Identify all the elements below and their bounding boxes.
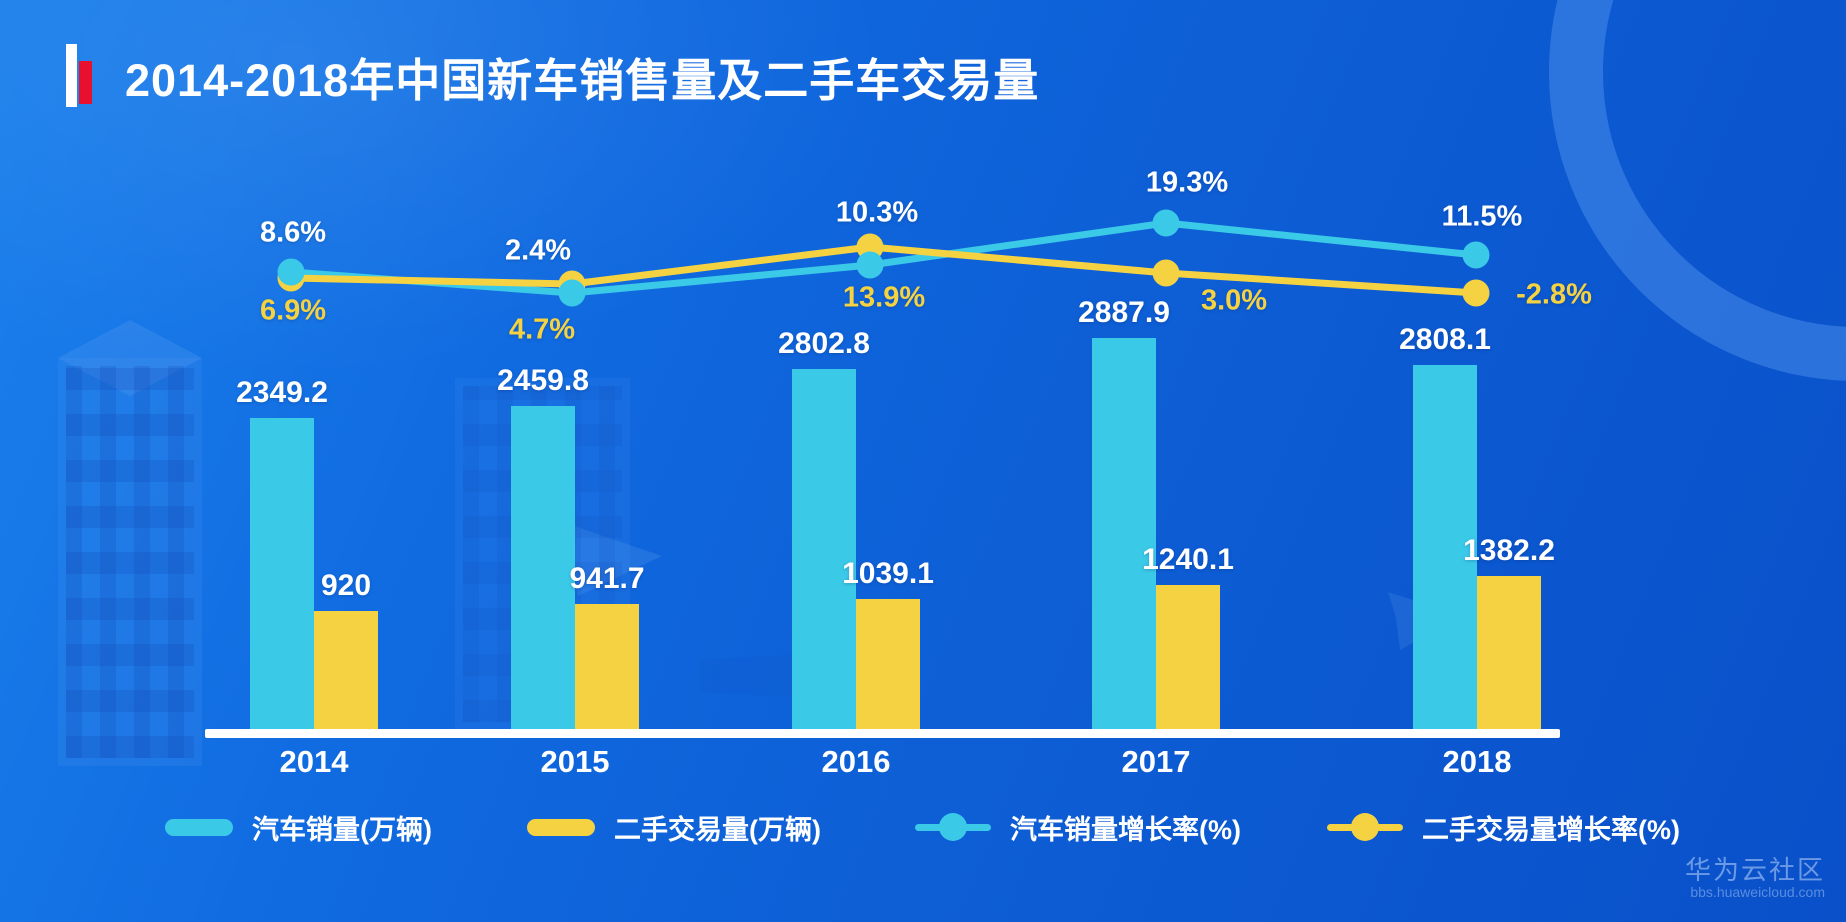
growth-label-bottom: -2.8% [1516, 278, 1592, 311]
car-sales-bar[interactable] [1092, 338, 1156, 729]
legend-dot-icon [939, 813, 967, 841]
ring-decoration [1549, 0, 1846, 381]
legend-label: 二手交易量(万辆) [614, 814, 821, 845]
car-sales-bar-value-label: 2808.1 [1399, 323, 1491, 356]
legend-label: 汽车销量增长率(%) [1010, 814, 1241, 845]
used-car-bar[interactable] [1477, 576, 1541, 729]
title-accent-white-bar [66, 44, 77, 107]
watermark: 华为云社区 bbs.huaweicloud.com [1685, 856, 1825, 900]
legend-label: 汽车销量(万辆) [252, 814, 432, 845]
used-car-growth-dot[interactable] [1462, 279, 1490, 307]
car-sales-bar[interactable] [1413, 365, 1477, 729]
x-axis-tick-2016: 2016 [821, 744, 891, 779]
growth-label-top: 10.3% [835, 196, 919, 229]
legend-item-0[interactable]: 汽车销量(万辆) [165, 806, 432, 848]
used-car-bar-value-label: 1382.2 [1463, 534, 1555, 567]
used-car-bar-value-label: 941.7 [569, 562, 645, 595]
x-axis-tick-2018: 2018 [1442, 744, 1512, 779]
car-sales-bar[interactable] [250, 418, 314, 729]
used-car-bar[interactable] [856, 599, 920, 729]
used-car-bar[interactable] [575, 604, 639, 729]
legend-dot-icon [1351, 813, 1379, 841]
legend-bar-swatch-icon [165, 818, 233, 836]
growth-label-top: 8.6% [259, 216, 327, 249]
growth-label-bottom: 4.7% [508, 313, 576, 346]
used-car-bar-value-label: 1240.1 [1142, 543, 1234, 576]
legend-bar-swatch-icon [527, 818, 595, 836]
car-sales-growth-dot[interactable] [1462, 241, 1490, 269]
legend-line-swatch-icon [1327, 813, 1403, 841]
legend-label: 二手交易量增长率(%) [1422, 814, 1680, 845]
car-sales-growth-dot[interactable] [1152, 209, 1180, 237]
car-sales-bar-value-label: 2349.2 [236, 376, 328, 409]
car-sales-growth-dot[interactable] [277, 258, 305, 286]
x-axis-tick-2014: 2014 [279, 744, 349, 779]
chart-legend: 汽车销量(万辆) 二手交易量(万辆) 汽车销量增长率(%) 二手交易量增长率(%) [0, 806, 1846, 848]
used-car-bar[interactable] [314, 611, 378, 729]
page-title: 2014-2018年中国新车销售量及二手车交易量 [125, 55, 1040, 106]
building-illustration-left [58, 358, 202, 766]
x-axis-tick-2015: 2015 [540, 744, 610, 779]
growth-label-top: 19.3% [1145, 166, 1229, 199]
legend-item-1[interactable]: 二手交易量(万辆) [527, 806, 821, 848]
car-sales-growth-dot[interactable] [558, 279, 586, 307]
used-car-bar[interactable] [1156, 585, 1220, 729]
legend-item-3[interactable]: 二手交易量增长率(%) [1327, 806, 1680, 848]
x-axis-line [205, 729, 1560, 738]
watermark-brand: 华为云社区 [1684, 855, 1825, 885]
title-accent-red-bar [79, 61, 92, 104]
car-sales-bar-value-label: 2802.8 [778, 327, 870, 360]
car-sales-bar[interactable] [511, 406, 575, 729]
used-car-growth-dot[interactable] [1152, 259, 1180, 287]
used-car-bar-value-label: 1039.1 [842, 557, 934, 590]
car-sales-bar[interactable] [792, 369, 856, 729]
growth-label-top: 2.4% [504, 234, 572, 267]
legend-line-swatch-icon [915, 813, 991, 841]
legend-item-2[interactable]: 汽车销量增长率(%) [915, 806, 1241, 848]
car-sales-bar-value-label: 2459.8 [497, 364, 589, 397]
watermark-url: bbs.huaweicloud.com [1690, 883, 1825, 900]
growth-label-top: 11.5% [1441, 200, 1523, 233]
car-sales-growth-dot[interactable] [856, 251, 884, 279]
growth-label-bottom: 3.0% [1200, 284, 1268, 317]
used-car-bar-value-label: 920 [320, 569, 372, 602]
car-sales-bar-value-label: 2887.9 [1078, 296, 1170, 329]
growth-label-bottom: 6.9% [259, 294, 327, 327]
growth-label-bottom: 13.9% [842, 281, 926, 314]
x-axis-tick-2017: 2017 [1121, 744, 1191, 779]
